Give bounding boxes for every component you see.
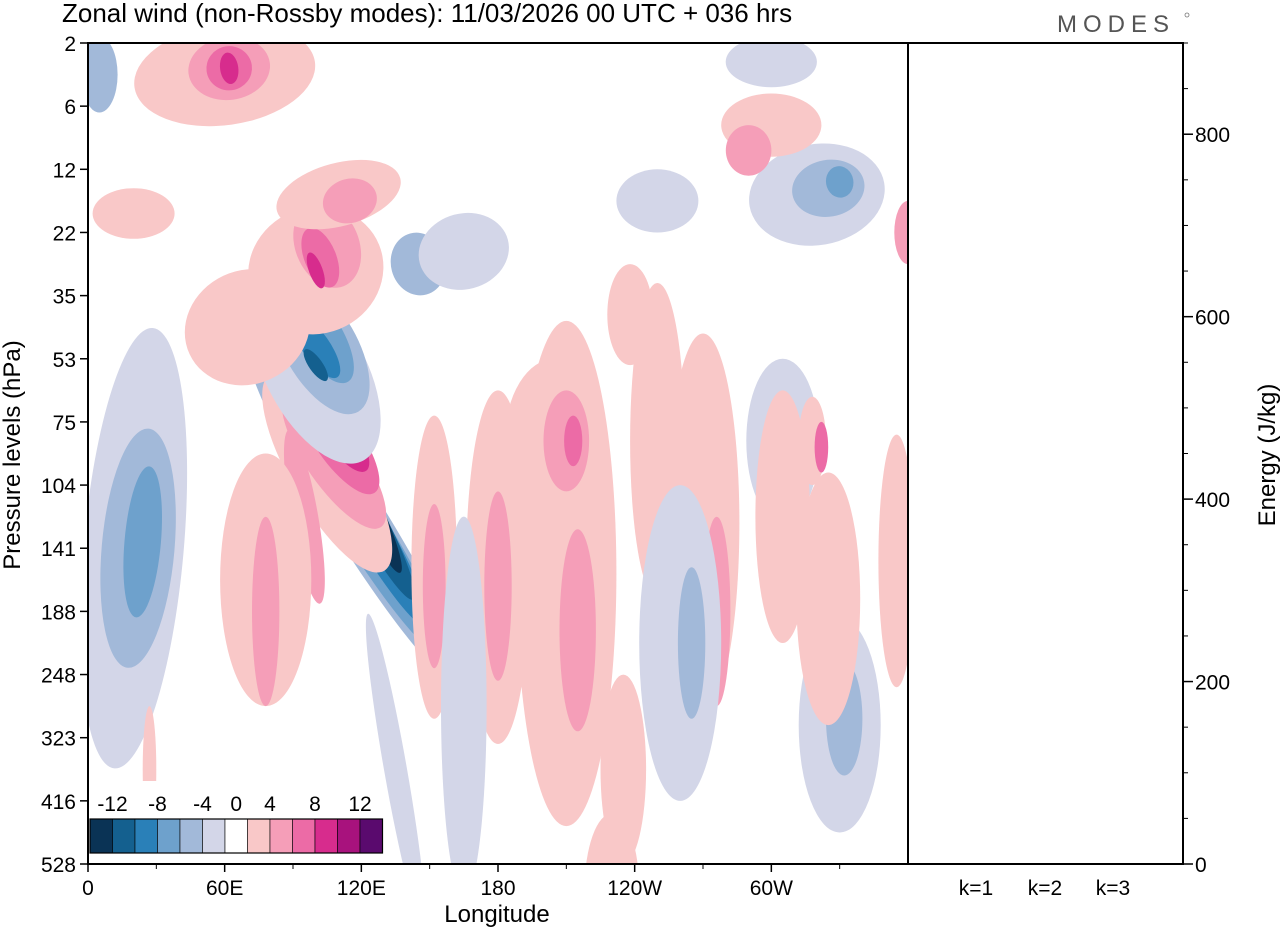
y-tick-label: 528: [41, 854, 76, 877]
y-tick-label: 6: [64, 96, 76, 119]
y-tick-label: 141: [41, 538, 76, 561]
colorbar-swatch: [247, 818, 271, 854]
colorbar: -12 -8 -4 0 4 8 12: [88, 781, 385, 855]
energy-axis-label: Energy (J/kg): [1254, 384, 1280, 527]
colorbar-frame: [89, 818, 384, 854]
contour-patch: [825, 166, 854, 198]
contour-patch: [484, 491, 512, 681]
energy-tick-label: 600: [1195, 307, 1230, 330]
longitude-axis: 0 60E 120E 180 120W 60W: [82, 864, 841, 900]
energy-bar: [1023, 863, 1067, 865]
contour-patch: [441, 516, 487, 864]
colorbar-swatch: [89, 818, 113, 854]
contour-patch: [123, 466, 162, 618]
contour-patch: [303, 349, 328, 382]
y-tick-label: 248: [41, 665, 76, 688]
y-tick-label: 188: [41, 601, 76, 624]
x-tick-label: 60E: [206, 877, 243, 900]
contour-patch: [219, 52, 239, 84]
contour-patch: [322, 178, 377, 224]
colorbar-label: 8: [309, 793, 321, 816]
x-tick-label: 120W: [607, 877, 662, 900]
y-tick-label: 12: [53, 159, 76, 182]
colorbar-swatch: [269, 818, 293, 854]
colorbar-label: 12: [348, 793, 371, 816]
energy-bar: [954, 863, 998, 865]
colorbar-label: 0: [230, 793, 242, 816]
energy-bar: [1091, 863, 1135, 865]
y-axis-label: Pressure levels (hPa): [0, 340, 26, 569]
contour-patch: [92, 188, 175, 239]
contour-patch: [677, 567, 706, 719]
x-axis-label: Longitude: [444, 901, 549, 928]
y-tick-label: 104: [41, 475, 76, 498]
contour-patch: [607, 264, 653, 366]
contour-patch: [252, 516, 280, 707]
contour-patch: [184, 269, 311, 386]
contour-patch: [559, 529, 596, 732]
colorbar-label: -4: [193, 793, 212, 816]
contour-patch: [564, 415, 583, 467]
y-tick-label: 35: [53, 286, 76, 309]
contour-patch: [878, 434, 908, 688]
contour-patch: [725, 125, 772, 176]
contour-patch: [88, 43, 118, 113]
x-tick-label: 0: [82, 877, 94, 900]
energy-category-label: k=2: [1028, 877, 1062, 900]
y-tick-label: 22: [53, 222, 76, 245]
colorbar-swatch: [134, 818, 158, 854]
energy-category-label: k=1: [959, 877, 993, 900]
contour-patch: [814, 421, 829, 473]
energy-tick-label: 0: [1195, 854, 1207, 877]
y-tick-label: 53: [53, 349, 76, 372]
colorbar-label: 4: [264, 793, 276, 816]
colorbar-swatch: [202, 818, 226, 854]
y-tick-label: 323: [41, 728, 76, 751]
colorbar-swatch: [224, 818, 248, 854]
x-tick-label: 180: [480, 877, 515, 900]
energy-bars: k=1 k=2 k=3: [954, 863, 1135, 900]
colorbar-label: -12: [97, 793, 127, 816]
colorbar-swatch: [314, 818, 338, 854]
y-tick-label: 416: [41, 791, 76, 814]
contour-patch: [422, 503, 446, 669]
contour-patch: [796, 472, 861, 726]
pressure-axis: 2 6 12 22 35 53 75 104 141 188 248 323 416 528: [41, 33, 88, 877]
contour-patch: [616, 169, 699, 233]
colorbar-swatch: [292, 818, 316, 854]
contour-patch: [755, 390, 810, 643]
modes-logo: MODES: [1057, 11, 1175, 38]
colorbar-swatch: [179, 818, 203, 854]
y-tick-label: 2: [64, 33, 76, 56]
chart-title: Zonal wind (non-Rossby modes): 11/03/202…: [62, 0, 792, 28]
contour-patch: [365, 613, 426, 864]
energy-category-label: k=3: [1096, 877, 1130, 900]
energy-tick-label: 200: [1195, 672, 1230, 695]
colorbar-label: -8: [148, 793, 167, 816]
colorbar-swatch: [157, 818, 181, 854]
energy-tick-label: 400: [1195, 489, 1230, 512]
energy-axis: 0 200 400 600 800: [1183, 42, 1230, 877]
contour-patch: [306, 252, 325, 289]
y-tick-label: 75: [53, 412, 76, 435]
energy-tick-label: 800: [1195, 124, 1230, 147]
colorbar-swatch: [337, 818, 361, 854]
colorbar-swatch: [112, 818, 136, 854]
energy-frame: [907, 42, 1184, 865]
logo-mark-icon: [1184, 12, 1190, 18]
contour-patch: [894, 200, 908, 265]
contour-patch: [418, 212, 509, 290]
x-tick-label: 120E: [337, 877, 386, 900]
colorbar-swatch: [359, 818, 383, 854]
contour-field: [88, 43, 908, 864]
contour-patch: [725, 43, 817, 88]
x-tick-label: 60W: [750, 877, 793, 900]
contour-patch: [586, 813, 638, 864]
